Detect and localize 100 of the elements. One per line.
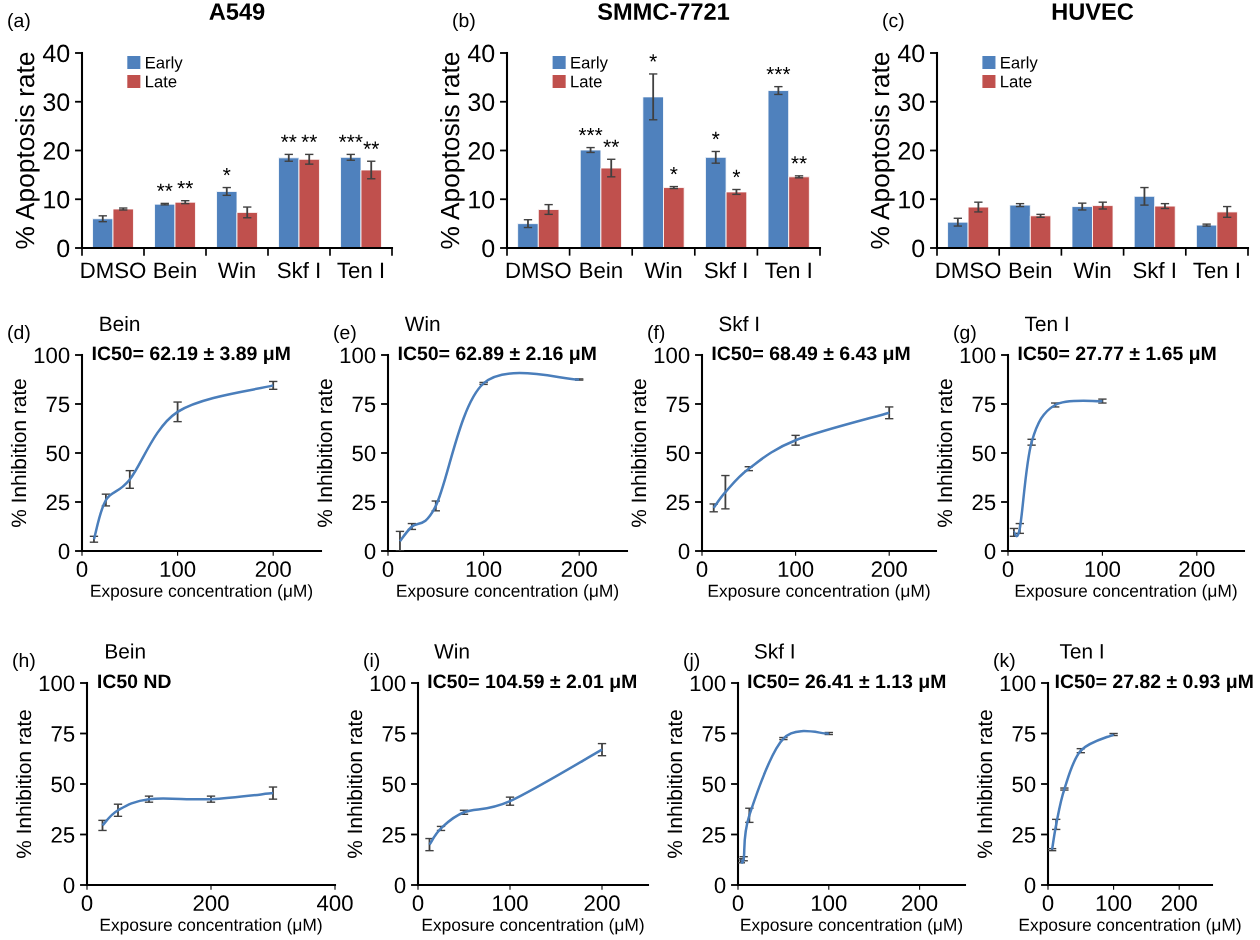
x-tick-label: 200: [255, 561, 291, 578]
y-tick-label: 0: [482, 239, 495, 258]
y-tick-label: 40: [42, 44, 70, 63]
x-tick-label: 100: [1085, 561, 1121, 578]
x-tick-label: 0: [1042, 895, 1054, 912]
y-tick-label: 0: [714, 877, 726, 894]
data-label: *: [670, 166, 678, 175]
x-tick-label: Skf I: [277, 261, 320, 279]
chart-title: Ten I: [1024, 316, 1068, 332]
chart-title: Ten I: [1059, 644, 1103, 659]
chart-title: SMMC-7721: [597, 3, 730, 20]
data-label: **: [791, 156, 807, 164]
x-tick-label: Win: [644, 261, 682, 278]
chart-subtitle: IC50= 26.41 ± 1.13 μM: [748, 674, 946, 692]
chart-title: Bein: [100, 315, 140, 332]
y-tick-label: 100: [1000, 675, 1036, 692]
x-axis-title: Exposure concentration (μM): [397, 584, 619, 601]
y-tick-label: 20: [468, 142, 495, 160]
y-tick-label: 100: [34, 347, 70, 364]
text: (g): [954, 325, 976, 344]
y-tick-label: 75: [702, 726, 726, 742]
x-tick-label: 200: [902, 895, 938, 912]
x-tick-label: 200: [561, 561, 597, 578]
x-tick-label: 0: [76, 561, 88, 578]
legend-label: Late: [1001, 75, 1032, 88]
y-tick-label: 0: [57, 239, 70, 258]
y-tick-label: 20: [898, 142, 925, 160]
y-tick-label: 75: [51, 726, 75, 742]
data-label: ***: [766, 67, 791, 75]
chart-title: HUVEC: [1052, 3, 1134, 20]
chart-title: Win: [404, 315, 440, 332]
x-axis-title: Exposure concentration (μM): [741, 918, 963, 935]
y-tick-label: 50: [51, 776, 75, 793]
y-axis-title: % Inhibition rate: [316, 379, 333, 527]
chart-subtitle: IC50= 27.77 ± 1.65 μM: [1018, 346, 1216, 364]
text: (b): [453, 13, 475, 32]
x-tick-label: Win: [217, 261, 255, 278]
data-label: **: [363, 141, 380, 149]
x-tick-label: Win: [1073, 261, 1111, 278]
legend-label: Early: [1001, 56, 1038, 72]
y-tick-label: 50: [352, 445, 376, 462]
y-tick-label: 40: [467, 44, 495, 63]
y-tick-label: 100: [39, 675, 75, 692]
y-tick-label: 50: [46, 445, 70, 462]
data-label: **: [281, 134, 297, 143]
y-tick-label: 0: [984, 543, 996, 560]
chart-subtitle: IC50= 68.49 ± 6.43 μM: [712, 346, 910, 364]
chart-subtitle: IC50= 62.19 ± 3.89 μM: [92, 346, 290, 364]
y-axis-title: % Inhibition rate: [346, 710, 363, 858]
y-axis-title: % Apoptosis rate: [15, 52, 40, 249]
x-tick-label: DMSO: [936, 262, 1001, 279]
y-tick-label: 100: [960, 347, 996, 364]
y-axis-title: % Apoptosis rate: [870, 52, 895, 249]
y-tick-label: 0: [63, 877, 75, 894]
y-tick-label: 100: [340, 347, 376, 364]
x-tick-label: DMSO: [81, 262, 146, 279]
x-axis-title: Exposure concentration (μM): [708, 584, 930, 601]
x-tick-label: Ten I: [337, 262, 384, 279]
text: (j): [684, 653, 700, 672]
y-tick-label: 75: [382, 726, 406, 742]
x-tick-label: 200: [871, 561, 907, 578]
y-tick-label: 10: [899, 190, 925, 209]
x-tick-label: Bein: [154, 261, 196, 279]
y-tick-label: 20: [43, 142, 70, 160]
y-axis-title: % Inhibition rate: [936, 379, 953, 527]
chart-subtitle: IC50= 104.59 ± 2.01 μM: [428, 674, 637, 692]
chart-subtitle: IC50 ND: [98, 674, 171, 689]
y-tick-label: 10: [469, 190, 495, 209]
text: (d): [8, 325, 30, 344]
y-tick-label: 25: [51, 827, 75, 843]
y-axis-title: % Inhibition rate: [10, 379, 27, 527]
x-tick-label: 0: [412, 895, 424, 912]
x-axis-title: Exposure concentration (μM): [1019, 918, 1241, 935]
text: (k): [994, 653, 1015, 672]
x-tick-label: 100: [1096, 895, 1132, 912]
y-tick-label: 30: [898, 93, 925, 112]
text: (h): [13, 653, 35, 672]
data-label: **: [603, 139, 620, 147]
y-tick-label: 75: [1012, 726, 1036, 742]
y-tick-label: 25: [1012, 827, 1036, 843]
y-tick-label: 25: [352, 494, 376, 511]
x-axis-title: Exposure concentration (μM): [422, 918, 644, 935]
y-tick-label: 75: [972, 396, 996, 413]
x-tick-label: Bein: [580, 261, 622, 279]
data-label: *: [649, 54, 657, 62]
y-tick-label: 0: [1024, 877, 1036, 894]
chart-subtitle: IC50= 62.89 ± 2.16 μM: [398, 346, 596, 364]
y-tick-label: 25: [46, 494, 70, 511]
y-tick-label: 75: [666, 396, 690, 413]
x-axis-title: Exposure concentration (μM): [91, 584, 313, 601]
x-tick-label: 200: [1179, 561, 1215, 578]
y-tick-label: 100: [654, 347, 690, 364]
y-axis-title: % Inhibition rate: [15, 710, 32, 858]
y-tick-label: 0: [394, 877, 406, 894]
chart-title: Skf I: [754, 643, 794, 659]
data-label: *: [732, 169, 741, 178]
y-tick-label: 40: [897, 44, 925, 63]
x-axis-title: Exposure concentration (μM): [1015, 584, 1237, 601]
x-tick-label: Ten I: [1193, 262, 1239, 279]
text: (e): [334, 325, 356, 344]
